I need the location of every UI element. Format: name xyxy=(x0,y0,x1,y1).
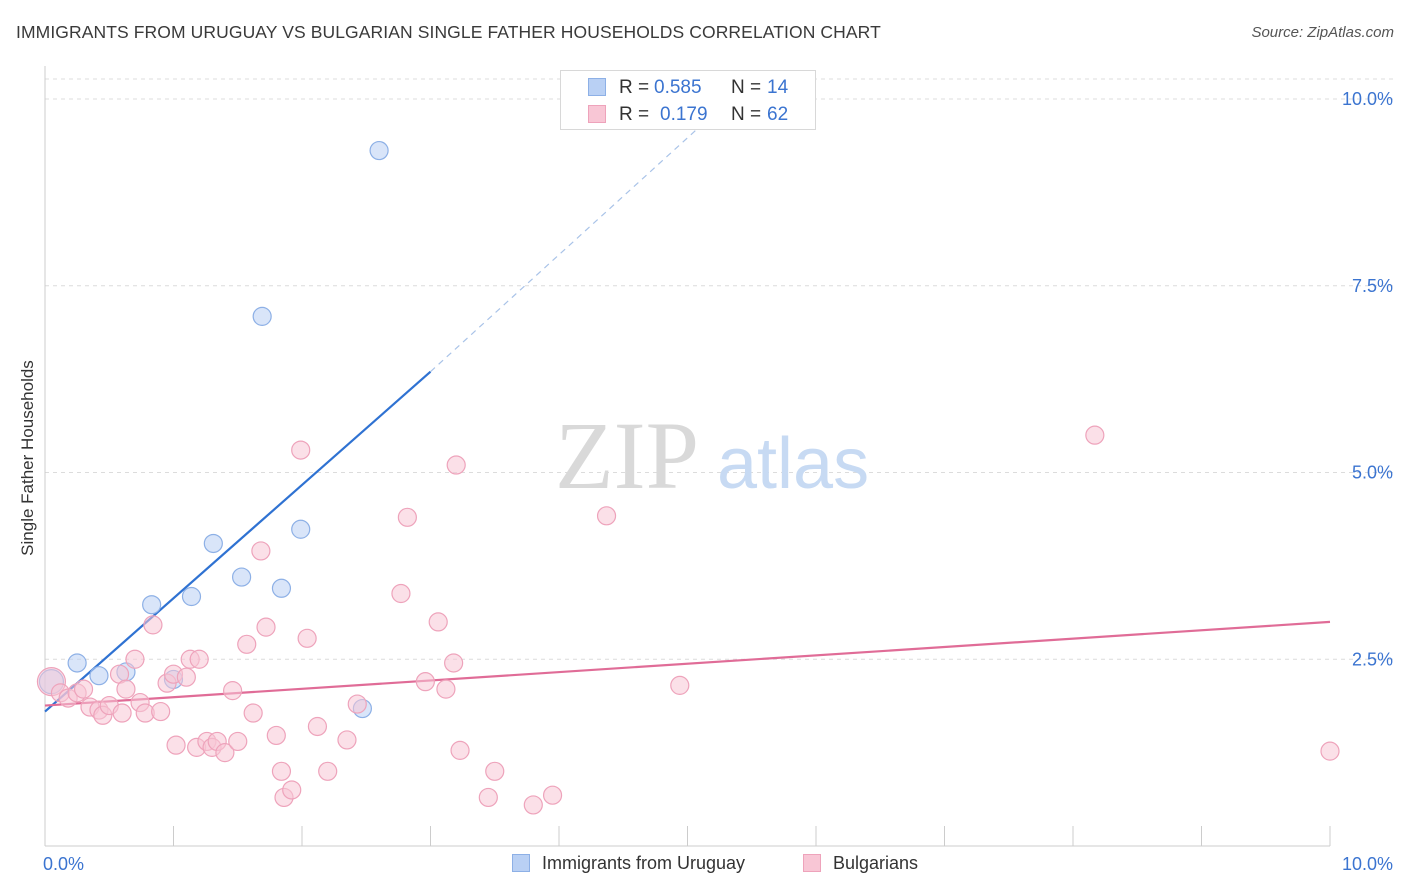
y-tick-label: 2.5% xyxy=(1352,649,1393,669)
bulgarian-point xyxy=(347,694,367,714)
bulgarian-point xyxy=(318,761,338,781)
bulgarian-point xyxy=(215,743,235,763)
uruguay-point xyxy=(67,653,87,673)
stats-box: R = 0.585 N = 14 R = 0.179 N = 62 xyxy=(560,70,816,130)
bulgarian-point xyxy=(397,507,417,527)
bulgarian-point xyxy=(151,701,171,722)
bulgarian-point xyxy=(297,628,317,648)
bulgarian-point xyxy=(237,634,257,654)
x-tick-label: 10.0% xyxy=(1342,854,1393,874)
bulgarian-point xyxy=(307,716,328,737)
bulgarian-point xyxy=(1320,741,1340,761)
source-label: Source: ZipAtlas.com xyxy=(1251,24,1394,41)
bulgarian-point xyxy=(116,679,136,699)
bulgarian-point xyxy=(446,455,466,475)
bulgarian-point xyxy=(266,725,286,746)
bulgarian-point xyxy=(73,679,94,699)
bulgarian-point xyxy=(189,649,209,669)
watermark-zip: ZIP xyxy=(555,402,699,509)
bulgarian-point xyxy=(1085,425,1105,445)
uruguay-trend-extension xyxy=(430,102,727,373)
stats-row-bulgarians: R = 0.179 N = 62 xyxy=(561,102,815,129)
bulgarian-point xyxy=(125,649,145,669)
bulgarian-point xyxy=(450,740,470,760)
y-tick-label: 7.5% xyxy=(1352,276,1393,296)
uruguay-point xyxy=(252,306,272,326)
uruguay-point xyxy=(142,595,162,615)
bulgarian-point xyxy=(223,681,243,701)
r-value: 0.585 xyxy=(654,77,702,98)
bulgarian-point xyxy=(391,583,411,604)
bulgarian-point xyxy=(166,735,186,755)
axes xyxy=(44,66,1331,847)
uruguay-point xyxy=(181,586,202,607)
watermark: ZIP atlas xyxy=(555,402,869,509)
n-value: 62 xyxy=(767,104,789,125)
legend-label-uruguay: Immigrants from Uruguay xyxy=(542,853,746,873)
chart-title: IMMIGRANTS FROM URUGUAY VS BULGARIAN SIN… xyxy=(16,22,881,42)
uruguay-swatch xyxy=(588,78,606,96)
bulgarian-point xyxy=(337,730,357,750)
bulgarian-trend-line xyxy=(44,620,1331,707)
bulgarian-point xyxy=(271,761,292,781)
bulgarian-point xyxy=(478,787,498,808)
n-value: 14 xyxy=(767,77,789,98)
bulgarian-point xyxy=(228,731,248,752)
n-label: N = xyxy=(731,77,762,98)
r-label: R = xyxy=(619,77,650,98)
bulgarian-point xyxy=(282,780,302,800)
bulgarian-point xyxy=(436,679,456,699)
bulgarian-point xyxy=(542,785,563,805)
legend-swatch-uruguay xyxy=(512,854,530,872)
y-axis-label: Single Father Households xyxy=(18,360,37,556)
y-tick-label: 5.0% xyxy=(1352,463,1393,483)
uruguay-point xyxy=(89,666,109,686)
bulgarians-swatch xyxy=(588,105,606,123)
bulgarian-point xyxy=(670,675,690,695)
r-label: R = xyxy=(619,104,650,125)
stats-row-uruguay: R = 0.585 N = 14 xyxy=(561,75,815,102)
uruguay-point xyxy=(369,140,389,161)
uruguay-point xyxy=(232,567,252,587)
bulgarian-point xyxy=(291,440,311,460)
bulgarian-point xyxy=(112,703,132,723)
x-tick-label: 0.0% xyxy=(43,854,84,874)
bulgarian-point xyxy=(428,612,448,632)
data-points xyxy=(36,140,1340,815)
uruguay-point xyxy=(271,578,292,598)
uruguay-point xyxy=(203,533,223,554)
n-label: N = xyxy=(731,104,762,125)
bulgarian-point xyxy=(523,795,543,815)
y-tick-label: 10.0% xyxy=(1342,89,1393,109)
legend-swatch-bulgarians xyxy=(803,854,821,872)
bulgarian-point xyxy=(444,653,464,673)
bulgarian-point xyxy=(243,703,263,723)
uruguay-point xyxy=(291,519,311,539)
r-value: 0.179 xyxy=(660,104,708,125)
watermark-atlas: atlas xyxy=(717,424,869,504)
bulgarian-point xyxy=(251,541,271,561)
trend-lines xyxy=(44,102,1331,713)
tick-labels: 2.5% 5.0% 7.5% 10.0% 0.0% 10.0% xyxy=(43,89,1393,874)
bulgarian-point xyxy=(596,506,617,526)
bulgarian-point xyxy=(143,615,163,635)
bulgarian-point xyxy=(176,667,196,687)
bulgarian-point xyxy=(415,672,435,692)
bulgarian-point xyxy=(485,761,505,781)
legend-label-bulgarians: Bulgarians xyxy=(833,853,919,873)
uruguay-trend-line xyxy=(44,370,432,713)
bulgarian-point xyxy=(256,617,276,637)
